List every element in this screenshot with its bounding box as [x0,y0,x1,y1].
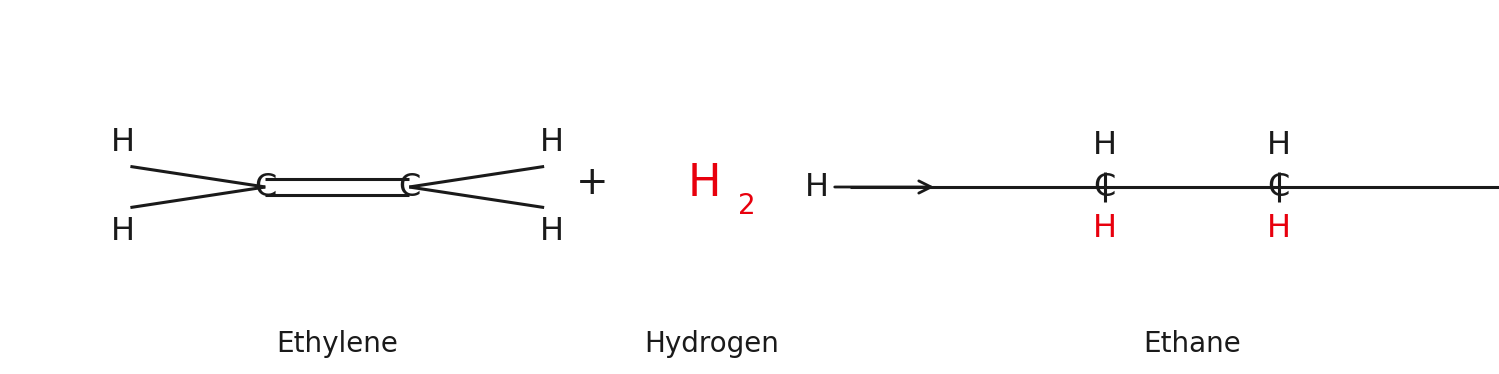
Text: H: H [540,127,564,158]
Text: C: C [255,172,276,202]
Text: H: H [540,216,564,247]
Text: Hydrogen: Hydrogen [645,330,779,358]
Text: H: H [688,162,721,205]
Text: C: C [1268,172,1289,202]
Text: H: H [1267,131,1291,162]
Text: H: H [1267,212,1291,243]
Text: Ethylene: Ethylene [276,330,399,358]
Text: H: H [111,216,135,247]
Text: H: H [111,127,135,158]
Text: C: C [399,172,420,202]
Text: Ethane: Ethane [1142,330,1241,358]
Text: H: H [805,172,829,202]
Text: 2: 2 [738,192,755,220]
Text: +: + [576,164,609,202]
Text: C: C [1094,172,1115,202]
Text: H: H [1093,131,1117,162]
Text: H: H [1093,212,1117,243]
